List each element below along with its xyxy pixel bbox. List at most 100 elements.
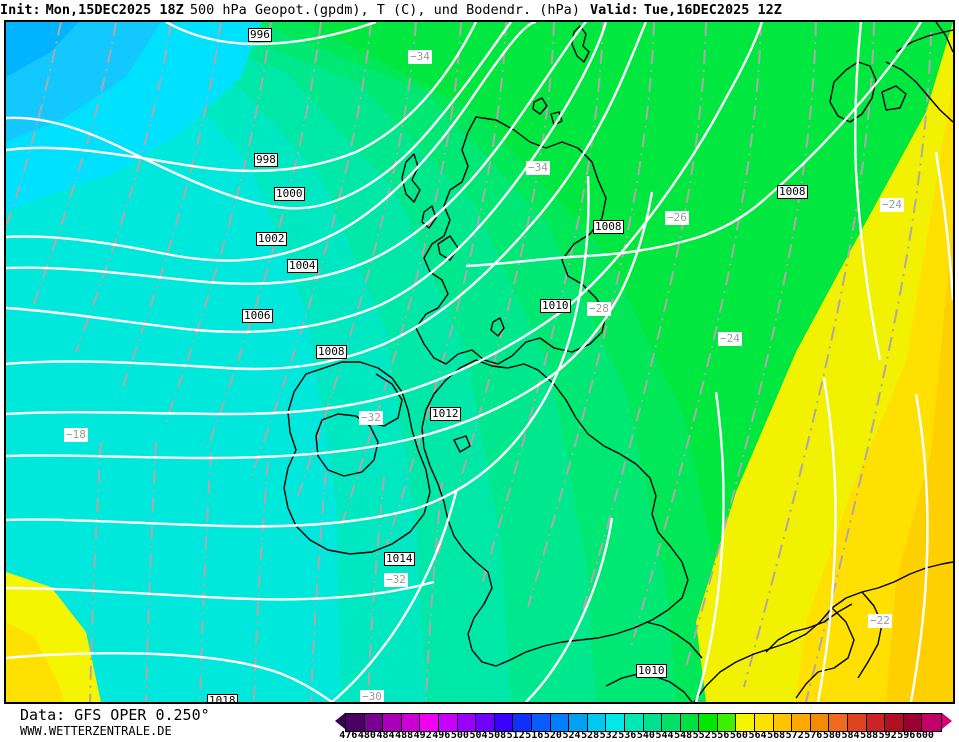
map-canvas[interactable]: 996 998 1000 1002 1004 1006 1008 1008 1008 1010 10…	[4, 20, 955, 704]
isotherm-label: −32	[359, 411, 383, 425]
color-scale-tick: 596	[897, 730, 916, 741]
isobar-1018b	[331, 491, 458, 702]
color-scale-tick: 556	[711, 730, 730, 741]
color-scale-tick: 516	[525, 730, 544, 741]
field-description: 500 hPa Geopot.(gpdm), T (C), und Bodend…	[189, 1, 580, 18]
isobar-label: 1008	[593, 220, 624, 234]
init-value: Mon,15DEC2025 18Z	[45, 1, 184, 18]
coast-denmark	[829, 61, 877, 123]
color-scale-cell	[810, 714, 830, 731]
isotherm	[205, 22, 322, 453]
isotherm	[310, 471, 327, 702]
isobar-east2	[816, 377, 837, 702]
isobar-1010c	[525, 517, 614, 702]
data-source-line: Data: GFS OPER 0.250°	[20, 706, 210, 724]
isobar-label: 1008	[316, 345, 347, 359]
isotherm-label: −28	[587, 302, 611, 316]
color-scale-cell	[643, 714, 663, 731]
color-scale-cell	[885, 714, 904, 731]
isobar-1008c	[765, 22, 923, 199]
isotherm	[805, 31, 932, 702]
isobar-label: 1008	[777, 185, 808, 199]
isobar-label: 1012	[430, 407, 461, 421]
isobar-1000	[6, 22, 512, 210]
isobar-1010	[6, 313, 559, 416]
valid-value: Tue,16DEC2025 12Z	[643, 1, 782, 18]
color-scale-tick: 540	[636, 730, 655, 741]
fill-band-g6	[6, 22, 341, 702]
color-scale-tick: 548	[674, 730, 693, 741]
color-scale-tick: 600	[915, 730, 934, 741]
color-scale-cell	[624, 714, 644, 731]
border-nl	[817, 607, 855, 673]
website-line: WWW.WETTERZENTRALE.DE	[20, 724, 172, 738]
color-scale-cell	[513, 714, 532, 731]
coast-lowcountries	[765, 603, 853, 653]
isobar-1004	[6, 22, 587, 285]
color-scale-tick-labels: 476 480 484 488 492 496 500 504 508 512 516 520 524 5…	[339, 731, 954, 742]
color-scale-cell	[438, 714, 458, 731]
color-scale-tick: 488	[395, 730, 414, 741]
color-scale-tick: 544	[655, 730, 674, 741]
isotherm-label: −18	[64, 428, 88, 442]
color-scale-cell	[531, 714, 551, 731]
color-scale-cell	[699, 714, 718, 731]
color-scale-left-cap	[335, 713, 345, 729]
color-scale-cell	[364, 714, 384, 731]
color-scale-tick: 572	[785, 730, 804, 741]
isobar-1010b	[557, 22, 764, 315]
color-scale-tick: 476	[339, 730, 358, 741]
isotherm	[295, 22, 417, 503]
isotherm	[6, 22, 62, 228]
isobar-1002	[6, 22, 537, 262]
color-scale-cell	[922, 714, 941, 731]
color-scale-cell	[866, 714, 886, 731]
isobar-1014	[6, 506, 419, 528]
isobar-ne1	[934, 151, 953, 301]
color-scale-bar[interactable]	[335, 713, 952, 732]
isotherm	[30, 22, 117, 313]
isobar-label: 996	[248, 28, 272, 42]
color-scale-cell	[903, 714, 923, 731]
coast-norway-coast	[885, 61, 953, 123]
color-scale-cell	[717, 714, 737, 731]
isobar-998	[6, 22, 478, 173]
color-scale-tick: 568	[767, 730, 786, 741]
isotherm	[120, 22, 222, 393]
color-scale-tick: 532	[599, 730, 618, 741]
isotherm	[433, 22, 555, 568]
color-scale-tick: 552	[692, 730, 711, 741]
isobar-1014b	[417, 175, 590, 510]
init-label: Init:	[0, 1, 41, 18]
color-scale-tick: 508	[488, 730, 507, 741]
coast-ireland	[283, 361, 431, 555]
color-scale-tick: 528	[581, 730, 600, 741]
isotherm	[250, 22, 372, 478]
coast-denmark-islands	[881, 85, 907, 111]
isobar-1008	[6, 22, 648, 371]
color-scale-cell	[476, 714, 495, 731]
coast-anglesey	[453, 435, 471, 453]
color-scale-tick: 504	[469, 730, 488, 741]
color-scale-tick: 492	[413, 730, 432, 741]
coast-hebrides2	[421, 205, 437, 229]
color-scale-tick: 584	[841, 730, 860, 741]
color-scale-cell	[550, 714, 570, 731]
color-scale-cell	[383, 714, 402, 731]
isobar-layer	[6, 22, 953, 702]
isotherm	[577, 22, 707, 628]
map-inner	[6, 22, 953, 702]
isobar-label: 1014	[384, 552, 415, 566]
color-scale-tick: 500	[450, 730, 469, 741]
isobar-east1	[694, 391, 725, 702]
color-scale-tick: 588	[860, 730, 879, 741]
color-scale-cell	[569, 714, 588, 731]
border-ni	[367, 373, 403, 427]
coast-scotland	[415, 116, 607, 365]
isotherm	[425, 481, 443, 702]
isobar-label: 1010	[540, 299, 571, 313]
isotherm	[253, 461, 269, 702]
isotherm	[340, 22, 462, 528]
isobar-label: 998	[254, 153, 278, 167]
